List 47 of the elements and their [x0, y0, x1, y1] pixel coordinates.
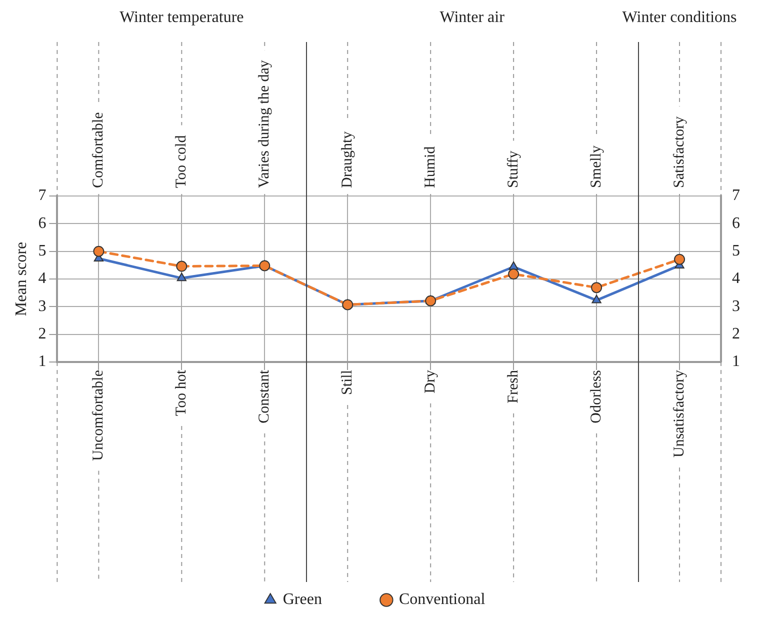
y-tick-label: 3 [38, 298, 46, 315]
y-tick-label: 5 [38, 242, 46, 260]
annotation: Humid [422, 146, 439, 188]
annotation: Stuffy [506, 150, 522, 188]
annotation: Comfortable [90, 112, 107, 188]
point [508, 261, 518, 270]
point [342, 299, 354, 310]
y2-tick-label: 3 [732, 298, 740, 315]
text: Winter air [440, 9, 506, 26]
y2-tick-label: 7 [732, 187, 740, 204]
text: Winter temperature [120, 9, 244, 26]
point [674, 254, 686, 265]
x-tick-label: Still [340, 370, 356, 396]
point [591, 282, 602, 294]
y2-tick-label: 1 [732, 353, 740, 370]
x-tick-label: Uncomfortable [90, 370, 107, 461]
y2-tick-label: 5 [732, 242, 740, 260]
annotation: Draughty [340, 130, 356, 188]
point [508, 268, 520, 280]
y2-tick-label: 4 [732, 270, 740, 288]
y2-tick-label: 6 [732, 214, 740, 232]
point [176, 260, 188, 272]
x-tick-label: Fresh [506, 370, 522, 404]
point [425, 295, 436, 306]
point [176, 272, 186, 282]
annotation: Too cold [174, 134, 190, 188]
legend-label: Green [282, 591, 322, 608]
annotation: Satisfactory [671, 116, 688, 188]
x-tick-label: Unsatisfactory [671, 370, 688, 458]
annotation: Varies during the day [256, 60, 273, 188]
point [592, 294, 602, 304]
x-tick-label: Too hot [174, 369, 190, 416]
y-tick-label: 7 [38, 187, 46, 204]
x-tick-label: Odorless [588, 370, 604, 424]
x-tick-label: Dry [422, 370, 439, 394]
y-tick-label: 4 [38, 270, 46, 288]
y-tick-label: 2 [38, 326, 46, 343]
y2-tick-label: 2 [732, 326, 740, 343]
legend-label: Conventional [398, 591, 486, 608]
point [93, 246, 104, 257]
text: Winter conditions [622, 9, 737, 26]
x-tick-label: Constant [256, 369, 273, 424]
point [259, 260, 270, 272]
annotation: Smelly [588, 145, 604, 188]
y-tick-label: 1 [38, 353, 46, 370]
y-tick-label: 6 [38, 214, 46, 232]
y-axis-title: Mean score [12, 242, 30, 316]
